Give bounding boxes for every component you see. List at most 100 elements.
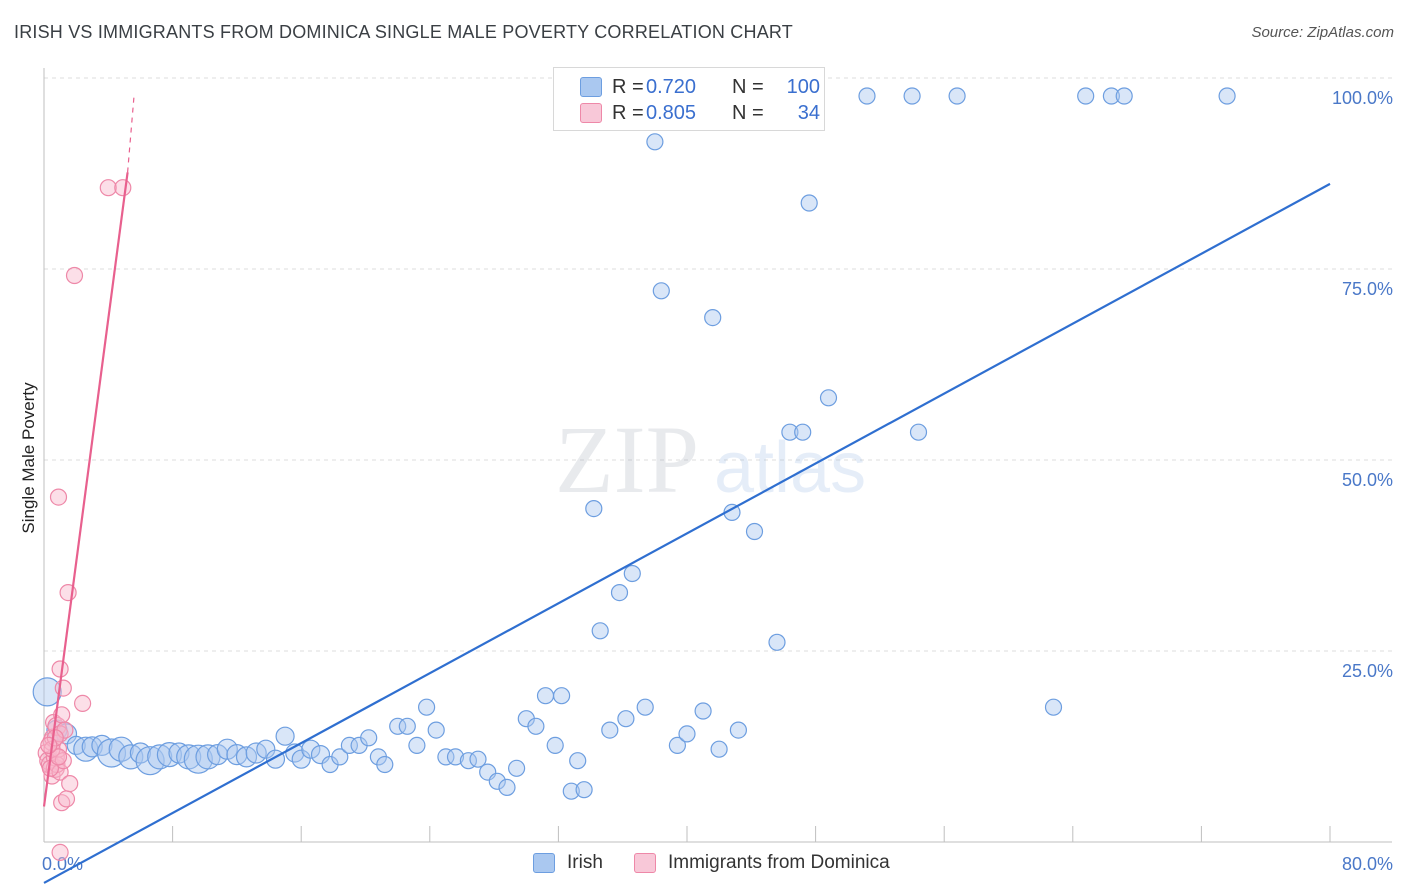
irish-point <box>398 717 416 735</box>
irish-point <box>96 738 127 768</box>
irish-point <box>710 740 728 758</box>
chart-title: IRISH VS IMMIGRANTS FROM DOMINICA SINGLE… <box>14 22 793 42</box>
x-tick-label-max: 80.0% <box>1342 854 1393 874</box>
bottom-legend-label-dominica: Immigrants from Dominica <box>668 852 890 873</box>
dominica-point <box>65 266 84 285</box>
irish-point <box>389 717 407 735</box>
chart-source: Source: ZipAtlas.com <box>1251 24 1394 41</box>
irish-point <box>66 735 86 756</box>
irish-point <box>623 564 641 583</box>
x-tick-labels: 0.0% 80.0% <box>42 854 1393 874</box>
irish-point <box>1115 87 1133 105</box>
irish-point <box>275 726 295 746</box>
irish-point <box>446 748 465 766</box>
irish-point <box>794 423 812 441</box>
irish-point <box>488 772 506 790</box>
irish-point <box>617 710 635 728</box>
irish-point <box>585 500 603 518</box>
irish-point <box>376 755 394 774</box>
watermark: ZIP atlas <box>555 406 866 513</box>
legend-r-value-dominica: 0.805 <box>646 102 697 124</box>
irish-point <box>360 729 378 747</box>
irish-point <box>636 698 654 716</box>
dominica-point <box>73 694 92 713</box>
irish-point <box>569 752 587 770</box>
y-tick-labels: 25.0% 50.0% 75.0% 100.0% <box>1332 88 1393 681</box>
irish-point <box>331 748 349 766</box>
y-tick-label: 75.0% <box>1342 279 1393 299</box>
irish-point <box>800 194 818 212</box>
irish-point <box>909 423 928 441</box>
legend-r-value-irish: 0.720 <box>646 76 697 98</box>
dominica-point <box>114 179 132 197</box>
y-tick-label: 50.0% <box>1342 470 1393 490</box>
irish-point <box>216 738 238 760</box>
irish-point <box>32 677 62 707</box>
dominica-point <box>49 488 68 506</box>
dominica-trendline <box>42 172 129 807</box>
dominica-point <box>51 843 69 862</box>
irish-point <box>678 725 696 743</box>
dominica-point <box>61 774 79 793</box>
y-tick-label: 100.0% <box>1332 88 1393 108</box>
irish-point <box>408 736 426 755</box>
dominica-point <box>99 179 117 197</box>
irish-point <box>507 759 526 777</box>
irish-point <box>562 782 580 800</box>
irish-point <box>291 749 311 769</box>
irish-point <box>575 781 593 799</box>
irish-point <box>903 87 921 105</box>
irish-point <box>1077 87 1095 105</box>
irish-point <box>858 87 876 105</box>
irish-point <box>418 698 436 716</box>
bottom-legend-swatch-irish <box>533 853 555 873</box>
irish-point <box>546 736 564 755</box>
irish-point <box>552 687 571 705</box>
bottom-legend-swatch-dominica <box>634 853 656 873</box>
irish-point <box>527 717 545 735</box>
irish-point <box>245 742 267 764</box>
irish-point <box>694 702 712 720</box>
watermark-atlas: atlas <box>714 428 866 508</box>
irish-point <box>1102 87 1121 105</box>
dominica-point <box>40 736 58 755</box>
legend-n-value-dominica: 34 <box>797 102 820 124</box>
irish-point <box>256 739 276 759</box>
irish-point <box>781 423 799 441</box>
irish-point <box>610 583 629 602</box>
axes <box>43 68 1392 843</box>
irish-point <box>301 739 321 759</box>
irish-point <box>536 687 555 705</box>
irish-point <box>591 622 609 640</box>
irish-point <box>1218 87 1236 105</box>
irish-point <box>601 721 619 739</box>
legend-swatch-irish <box>580 77 602 97</box>
irish-point <box>819 389 838 407</box>
y-tick-label: 25.0% <box>1342 661 1393 681</box>
legend-r-label: R = <box>612 102 644 124</box>
dominica-point <box>54 679 72 697</box>
grid-lines <box>44 77 1392 652</box>
bottom-legend-label-irish: Irish <box>567 852 603 873</box>
legend-box: R = 0.720 N = 100 R = 0.805 N = 34 <box>553 67 825 131</box>
irish-point <box>147 744 173 770</box>
irish-point <box>646 133 664 151</box>
dominica-point <box>57 790 76 808</box>
irish-point <box>469 750 487 768</box>
irish-point <box>1044 698 1063 716</box>
dominica-trendline-extension <box>126 95 135 173</box>
legend-n-label: N = <box>732 102 764 124</box>
irish-trendline <box>43 182 1331 884</box>
trendlines <box>42 95 1331 884</box>
irish-point <box>91 734 113 757</box>
irish-point <box>948 87 966 105</box>
irish-point <box>652 282 670 300</box>
irish-point <box>768 633 786 651</box>
irish-point <box>729 721 748 739</box>
irish-point <box>437 748 455 766</box>
irish-point <box>668 736 687 755</box>
irish-point <box>207 743 229 766</box>
dominica-point <box>51 660 69 678</box>
legend-n-value-irish: 100 <box>786 76 820 98</box>
